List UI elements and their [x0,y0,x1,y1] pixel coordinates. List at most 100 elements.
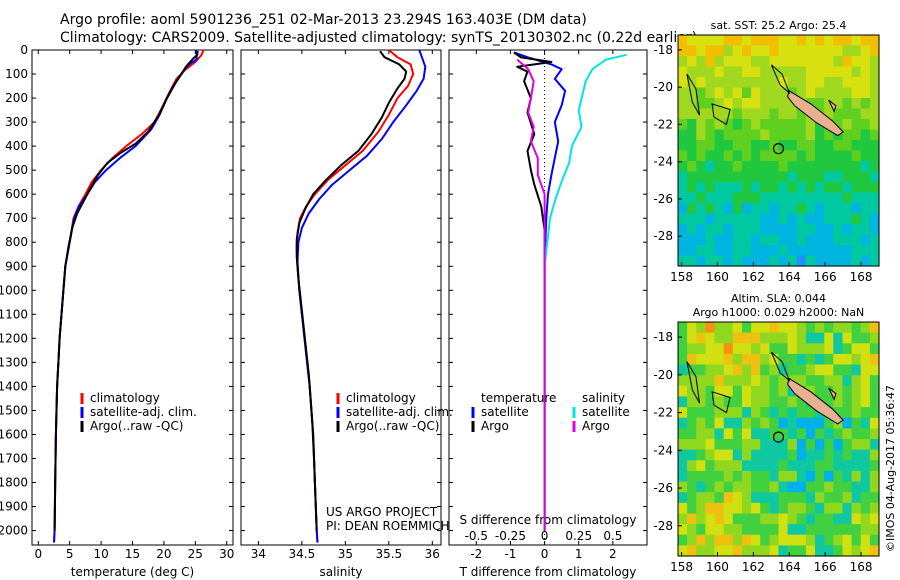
sst-map-cell [824,224,834,236]
sst-map-cell [805,171,816,183]
sla-map-cell [742,481,752,493]
sst-map-cell [678,77,688,89]
sst-map-cell [723,171,734,183]
sla-map-cell [842,534,853,546]
sla-map-cell [751,534,761,546]
sla-map-cell [751,375,761,387]
sla-map-cell [824,343,834,355]
sla-map-cell [678,322,688,334]
sst-map-cell [869,213,880,225]
sst-map-x-tick-label: 160 [706,270,729,284]
sst-map-cell [869,171,880,183]
sst-map-cell [687,87,697,99]
sla-map-x-tick-label: 158 [670,560,693,574]
sst-map-cell [778,66,789,78]
sla-map-cell [805,460,816,472]
sla-map-cell [714,343,725,355]
sst-map-cell [696,161,706,173]
sla-map-cell [796,460,807,472]
sst-map-cell [824,192,834,204]
sst-map-cell [824,234,834,246]
sla-map-cell [742,449,752,461]
sst-map-cell [787,108,798,120]
sst-map-cell [851,245,862,257]
sst-map-cell [714,182,725,194]
sst-map-cell [815,192,825,204]
sst-map-cell [742,255,752,267]
sla-map-cell [714,513,725,525]
difference-t-x-tick-label: -2 [470,547,482,561]
sst-map-cell [778,234,789,246]
y-tick-label: 400 [5,139,28,153]
sst-map-cell [742,182,752,194]
temperature-x-tick-label: 0 [34,547,42,561]
sla-map-cell [742,492,752,504]
sst-map-cell [742,77,752,89]
sla-map-cell [732,407,743,419]
sst-map-cell [742,35,752,47]
sla-map-cell [696,364,706,376]
sla-map-cell [787,492,798,504]
sla-map-cell [796,428,807,440]
sst-map-cell [842,129,853,141]
sst-map-cell [732,98,743,110]
sst-map-cell [815,255,825,267]
sst-map-cell [723,182,734,194]
sla-map-cell [778,332,789,344]
sst-map-cell [714,245,725,257]
sla-map-cell [751,449,761,461]
sla-map-cell [869,449,880,461]
sla-map-cell [805,439,816,451]
sla-map-cell [678,545,688,557]
sst-map-cell [842,56,853,68]
sst-map-cell [815,161,825,173]
sst-map-cell [787,150,798,162]
sst-map-cell [687,56,697,68]
sst-map-cell [732,87,743,99]
sst-map-cell [678,35,688,47]
sst-map-cell [860,35,871,47]
sla-map-cell [732,385,743,397]
y-tick-label: 100 [5,67,28,81]
sla-map-cell [796,375,807,387]
sla-map-y-tick-label: -18 [653,330,673,344]
sla-map-cell [732,460,743,472]
difference-s-tick-label: 0 [541,529,549,543]
sla-map-cell [714,449,725,461]
sla-map-cell [824,449,834,461]
sla-map-cell [860,470,871,483]
sst-map-cell [851,213,862,225]
sla-map-cell [751,385,761,397]
sst-map-cell [833,108,843,120]
sst-map-cell [842,150,853,162]
sla-map-cell [815,343,825,355]
figure-title-line1: Argo profile: aoml 5901236_251 02-Mar-20… [60,12,587,28]
sst-map-cell [705,45,716,57]
sst-map-cell [851,203,862,215]
sst-map-cell [705,182,716,194]
sla-map-cell [696,460,706,472]
sla-map-cell [723,513,734,525]
sla-map-cell [778,407,789,419]
y-tick-label: 600 [5,187,28,201]
sla-map-cell [723,492,734,504]
sla-map-cell [687,343,697,355]
sst-map-cell [796,77,807,89]
sla-map-cell [760,460,770,472]
sla-map-cell [824,470,834,483]
sla-map-cell [824,375,834,387]
sst-map-cell [796,224,807,236]
sst-map-cell [723,77,734,89]
sla-map-cell [815,534,825,546]
sst-map-cell [860,224,871,236]
sst-map-cell [769,203,780,215]
sla-map-cell [714,375,725,387]
sla-map-cell [833,524,843,536]
sla-map-cell [678,407,688,419]
sla-map-cell [860,375,871,387]
sla-map-cell [860,524,871,536]
sla-map-cell [824,502,834,514]
sla-map-cell [824,492,834,504]
y-tick-label: 500 [5,163,28,177]
pi-annotation: PI: DEAN ROEMMICH [326,519,449,533]
